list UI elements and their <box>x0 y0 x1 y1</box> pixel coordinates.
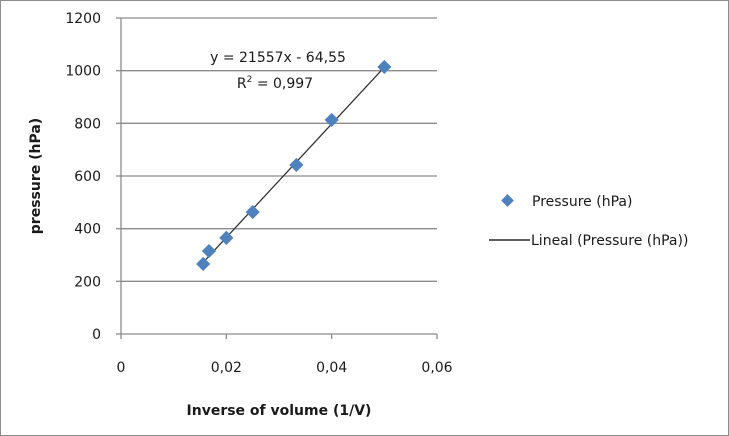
data-point <box>377 59 392 75</box>
data-point <box>196 256 211 272</box>
x-tick-label: 0,06 <box>421 360 452 376</box>
y-tick-label: 0 <box>92 327 101 343</box>
x-axis-title: Inverse of volume (1/V) <box>187 403 372 419</box>
axes <box>116 17 438 339</box>
data-point <box>245 205 260 220</box>
y-axis-title: pressure (hPa) <box>28 118 44 234</box>
data-point <box>201 243 217 259</box>
data-point <box>289 157 304 173</box>
x-tick-label: 0,04 <box>316 360 347 376</box>
legend-label-pressure: Pressure (hPa) <box>532 194 632 210</box>
legend-item-pressure: Pressure (hPa) <box>501 194 632 210</box>
r-squared-label: R2 = 0,997 <box>237 75 313 92</box>
y-tick-label: 800 <box>74 116 101 132</box>
trendline-equation: y = 21557x - 64,55 <box>210 50 346 66</box>
x-tick-label: 0 <box>117 360 126 376</box>
y-tick-label: 400 <box>74 222 101 238</box>
legend-label-trendline: Lineal (Pressure (hPa)) <box>531 233 688 249</box>
data-point <box>324 112 339 127</box>
legend-item-trendline: Lineal (Pressure (hPa)) <box>489 233 688 249</box>
tick-labels: 0 200 400 600 800 1000 1200 0 0,02 0,04 0,06 <box>65 11 452 376</box>
data-point <box>219 230 234 245</box>
y-tick-label: 1000 <box>65 64 101 80</box>
y-tick-label: 200 <box>74 274 101 290</box>
diamond-marker-icon <box>501 194 514 207</box>
data-points <box>196 59 392 272</box>
legend: Pressure (hPa) Lineal (Pressure (hPa)) <box>489 194 688 249</box>
y-tick-label: 1200 <box>65 11 101 27</box>
x-tick-label: 0,02 <box>211 360 242 376</box>
y-tick-label: 600 <box>74 169 101 185</box>
